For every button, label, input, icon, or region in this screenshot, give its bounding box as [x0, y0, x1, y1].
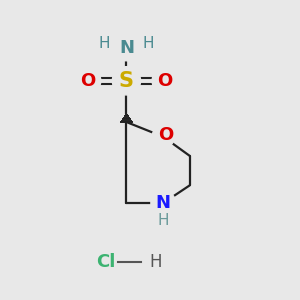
Circle shape — [79, 70, 101, 92]
Text: H: H — [150, 253, 162, 271]
Circle shape — [114, 36, 139, 61]
Text: Cl: Cl — [96, 253, 116, 271]
Text: N: N — [156, 194, 171, 212]
Circle shape — [152, 126, 174, 148]
Text: O: O — [80, 72, 96, 90]
Text: H: H — [99, 37, 110, 52]
Circle shape — [151, 190, 176, 215]
Text: O: O — [159, 126, 174, 144]
Text: N: N — [119, 39, 134, 57]
Text: H: H — [143, 37, 154, 52]
Circle shape — [152, 70, 174, 92]
Text: S: S — [119, 71, 134, 91]
Text: H: H — [158, 213, 169, 228]
Circle shape — [112, 67, 141, 95]
Text: O: O — [157, 72, 172, 90]
